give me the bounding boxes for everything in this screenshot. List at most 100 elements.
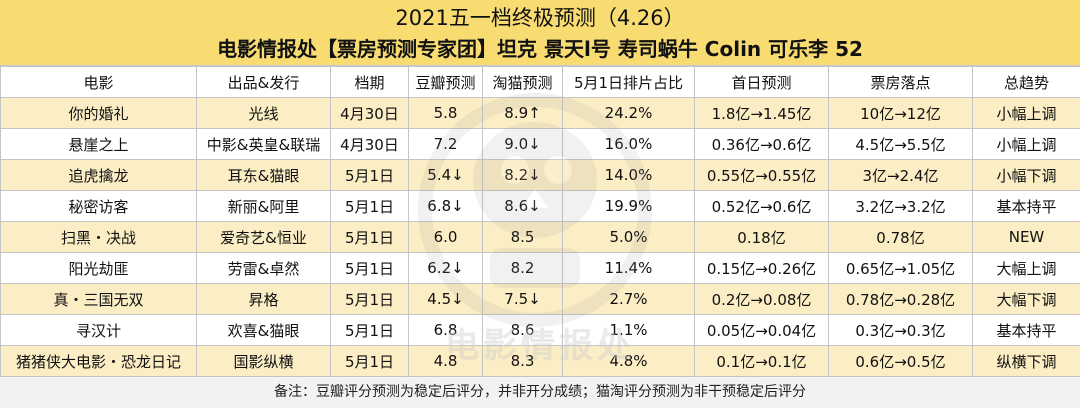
cell-share: 4.8% [562, 345, 695, 377]
cell-douban: 4.5↓ [408, 283, 483, 315]
cell-share: 5.0% [562, 221, 695, 253]
cell-trend: 小幅上调 [972, 97, 1080, 129]
cell-producer: 光线 [196, 97, 331, 129]
cell-share: 14.0% [562, 159, 695, 191]
cell-first-day: 0.2亿→0.08亿 [694, 283, 829, 315]
cell-share: 1.1% [562, 314, 695, 346]
cell-film: 秘密访客 [0, 190, 197, 222]
cell-producer: 劳雷&卓然 [196, 252, 331, 284]
cell-film: 你的婚礼 [0, 97, 197, 129]
cell-taomao: 8.2 [482, 252, 563, 284]
cell-trend: 基本持平 [972, 190, 1080, 222]
header-box-office-forecast: 票房落点 [828, 66, 973, 98]
cell-first-day: 0.05亿→0.04亿 [694, 314, 829, 346]
cell-film: 追虎擒龙 [0, 159, 197, 191]
cell-douban: 7.2 [408, 128, 483, 160]
table-row: 你的婚礼 光线 4月30日 5.8 8.9↑ 24.2% 1.8亿→1.45亿 … [0, 97, 1080, 129]
header-release-date: 档期 [330, 66, 409, 98]
cell-film: 真・三国无双 [0, 283, 197, 315]
cell-taomao: 8.5 [482, 221, 563, 253]
cell-share: 2.7% [562, 283, 695, 315]
cell-release-date: 5月1日 [330, 314, 409, 346]
cell-release-date: 4月30日 [330, 128, 409, 160]
cell-trend: 大幅下调 [972, 283, 1080, 315]
table-row: 追虎擒龙 耳东&猫眼 5月1日 5.4↓ 8.2↓ 14.0% 0.55亿→0.… [0, 159, 1080, 191]
cell-first-day: 0.1亿→0.1亿 [694, 345, 829, 377]
cell-taomao: 8.3 [482, 345, 563, 377]
cell-box-office: 3亿→2.4亿 [828, 159, 973, 191]
table-row: 秘密访客 新丽&阿里 5月1日 6.8↓ 8.6↓ 19.9% 0.52亿→0.… [0, 190, 1080, 222]
header-film: 电影 [0, 66, 197, 98]
cell-trend: 纵横下调 [972, 345, 1080, 377]
cell-release-date: 5月1日 [330, 190, 409, 222]
cell-douban: 6.0 [408, 221, 483, 253]
cell-douban: 6.8 [408, 314, 483, 346]
cell-first-day: 1.8亿→1.45亿 [694, 97, 829, 129]
cell-taomao: 7.5↓ [482, 283, 563, 315]
forecast-table: 电影 出品&发行 档期 豆瓣预测 淘猫预测 5月1日排片占比 首日预测 票房落点… [0, 66, 1080, 377]
cell-producer: 国影纵横 [196, 345, 331, 377]
cell-box-office: 0.78亿→0.28亿 [828, 283, 973, 315]
cell-douban: 5.4↓ [408, 159, 483, 191]
header-first-day-forecast: 首日预测 [694, 66, 829, 98]
cell-film: 猪猪侠大电影・恐龙日记 [0, 345, 197, 377]
cell-share: 16.0% [562, 128, 695, 160]
cell-producer: 昇格 [196, 283, 331, 315]
cell-release-date: 4月30日 [330, 97, 409, 129]
cell-first-day: 0.15亿→0.26亿 [694, 252, 829, 284]
cell-first-day: 0.55亿→0.55亿 [694, 159, 829, 191]
header-overall-trend: 总趋势 [972, 66, 1080, 98]
table-row: 寻汉计 欢喜&猫眼 5月1日 6.8 8.6 1.1% 0.05亿→0.04亿 … [0, 314, 1080, 346]
table-row: 真・三国无双 昇格 5月1日 4.5↓ 7.5↓ 2.7% 0.2亿→0.08亿… [0, 283, 1080, 315]
cell-douban: 4.8 [408, 345, 483, 377]
table-row: 阳光劫匪 劳雷&卓然 5月1日 6.2↓ 8.2 11.4% 0.15亿→0.2… [0, 252, 1080, 284]
cell-release-date: 5月1日 [330, 283, 409, 315]
cell-douban: 5.8 [408, 97, 483, 129]
cell-share: 24.2% [562, 97, 695, 129]
title-experts: 电影情报处【票房预测专家团】坦克 景天l号 寿司蜗牛 Colin 可乐李 52 [217, 37, 863, 61]
cell-box-office: 0.6亿→0.5亿 [828, 345, 973, 377]
cell-film: 寻汉计 [0, 314, 197, 346]
cell-taomao: 8.6 [482, 314, 563, 346]
table-row: 扫黑・决战 爱奇艺&恒业 5月1日 6.0 8.5 5.0% 0.18亿 0.7… [0, 221, 1080, 253]
cell-taomao: 8.9↑ [482, 97, 563, 129]
cell-box-office: 0.78亿 [828, 221, 973, 253]
cell-trend: 小幅下调 [972, 159, 1080, 191]
cell-box-office: 10亿→12亿 [828, 97, 973, 129]
cell-box-office: 3.2亿→3.2亿 [828, 190, 973, 222]
cell-trend: 小幅上调 [972, 128, 1080, 160]
table-row: 猪猪侠大电影・恐龙日记 国影纵横 5月1日 4.8 8.3 4.8% 0.1亿→… [0, 345, 1080, 377]
cell-release-date: 5月1日 [330, 221, 409, 253]
cell-taomao: 9.0↓ [482, 128, 563, 160]
cell-first-day: 0.52亿→0.6亿 [694, 190, 829, 222]
cell-box-office: 4.5亿→5.5亿 [828, 128, 973, 160]
cell-producer: 爱奇艺&恒业 [196, 221, 331, 253]
table-header-row: 电影 出品&发行 档期 豆瓣预测 淘猫预测 5月1日排片占比 首日预测 票房落点… [0, 66, 1080, 98]
table-row: 悬崖之上 中影&英皇&联瑞 4月30日 7.2 9.0↓ 16.0% 0.36亿… [0, 128, 1080, 160]
cell-release-date: 5月1日 [330, 252, 409, 284]
cell-producer: 耳东&猫眼 [196, 159, 331, 191]
header-screening-share: 5月1日排片占比 [562, 66, 695, 98]
cell-first-day: 0.36亿→0.6亿 [694, 128, 829, 160]
footnote: 备注：豆瓣评分预测为稳定后评分，并非开分成绩；猫淘评分预测为非干预稳定后评分 [0, 376, 1080, 408]
cell-film: 悬崖之上 [0, 128, 197, 160]
header-producer: 出品&发行 [196, 66, 331, 98]
cell-trend: NEW [972, 221, 1080, 253]
cell-douban: 6.8↓ [408, 190, 483, 222]
cell-share: 11.4% [562, 252, 695, 284]
cell-trend: 基本持平 [972, 314, 1080, 346]
cell-share: 19.9% [562, 190, 695, 222]
cell-box-office: 0.65亿→1.05亿 [828, 252, 973, 284]
title-main: 2021五一档终极预测（4.26） [395, 6, 685, 30]
cell-douban: 6.2↓ [408, 252, 483, 284]
cell-box-office: 0.3亿→0.3亿 [828, 314, 973, 346]
cell-first-day: 0.18亿 [694, 221, 829, 253]
cell-taomao: 8.2↓ [482, 159, 563, 191]
cell-release-date: 5月1日 [330, 159, 409, 191]
cell-release-date: 5月1日 [330, 345, 409, 377]
cell-trend: 大幅上调 [972, 252, 1080, 284]
header-taomao-forecast: 淘猫预测 [482, 66, 563, 98]
title-banner: 2021五一档终极预测（4.26） 电影情报处【票房预测专家团】坦克 景天l号 … [0, 0, 1080, 66]
cell-producer: 新丽&阿里 [196, 190, 331, 222]
